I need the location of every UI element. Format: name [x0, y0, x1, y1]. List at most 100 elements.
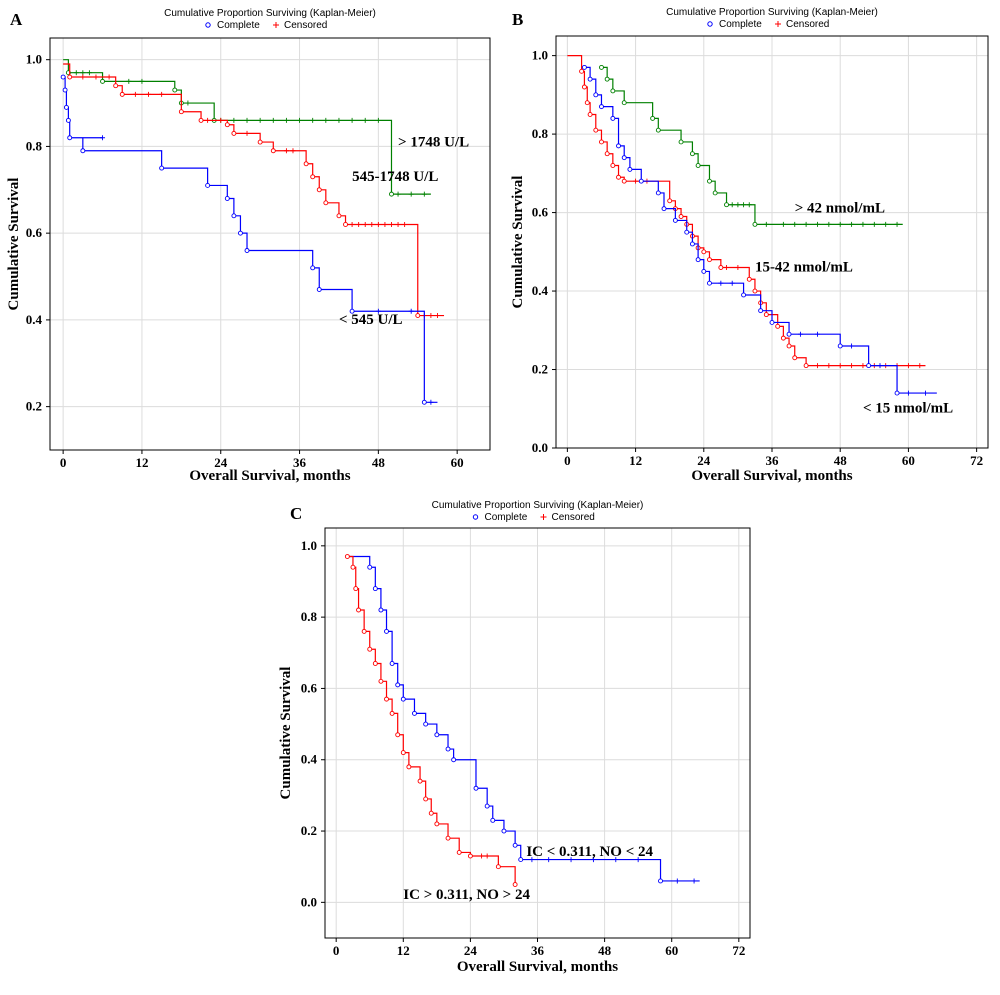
complete-point: [718, 265, 724, 270]
complete-point: [415, 313, 421, 319]
censored-point: [746, 202, 752, 208]
censored-point: [283, 148, 289, 154]
censored-point: [849, 221, 855, 227]
complete-point: [310, 265, 316, 271]
complete-point: [367, 646, 373, 652]
censored-point: [375, 117, 381, 123]
censored-point: [382, 221, 388, 227]
complete-point: [780, 335, 786, 341]
y-tick-label: 0.6: [26, 225, 43, 240]
panel-letter: C: [290, 504, 302, 523]
y-axis-label: Cumulative Survival: [510, 176, 526, 309]
complete-point: [113, 83, 119, 89]
complete-point: [724, 202, 729, 208]
complete-point: [786, 331, 792, 337]
panel-b: B Cumulative Proportion Surviving (Kaplan…: [510, 7, 989, 484]
complete-point: [490, 817, 496, 823]
censored-point: [922, 390, 928, 396]
complete-point: [316, 187, 322, 193]
series-annotation: IC > 0.311, NO > 24: [403, 887, 530, 903]
complete-point: [372, 586, 378, 592]
y-tick-label: 0.4: [26, 312, 43, 327]
y-tick-label: 1.0: [26, 52, 42, 67]
complete-point: [384, 628, 389, 634]
complete-point: [172, 87, 178, 93]
complete-point: [119, 91, 125, 97]
censored-point: [290, 148, 296, 154]
complete-point: [775, 323, 781, 329]
x-tick-label: 60: [665, 943, 678, 958]
series-annotation: 15-42 nmol/mL: [755, 259, 853, 275]
complete-point: [599, 64, 604, 70]
x-tick-label: 36: [293, 455, 307, 470]
legend-censored-label: Censored: [552, 512, 595, 523]
complete-point: [661, 206, 667, 212]
x-tick-label: 72: [732, 943, 745, 958]
x-axis-label: Overall Survival, months: [457, 959, 618, 975]
complete-point: [689, 151, 695, 157]
y-tick-label: 0.4: [301, 752, 318, 767]
complete-point: [367, 564, 373, 570]
legend: Complete Censored: [707, 19, 829, 30]
complete-point: [712, 190, 718, 196]
censored-point: [323, 117, 329, 123]
complete-point: [621, 100, 627, 106]
censored-point: [139, 78, 145, 84]
complete-point: [678, 214, 684, 219]
complete-point: [473, 785, 479, 791]
censored-point: [568, 857, 574, 863]
survival-curve: [63, 59, 431, 195]
complete-point: [616, 143, 621, 149]
complete-point: [684, 229, 690, 235]
series-2: < 15 nmol/mL: [581, 64, 953, 417]
complete-point: [894, 390, 900, 396]
x-tick-label: 24: [697, 453, 711, 468]
complete-point: [758, 308, 764, 314]
censored-point: [797, 331, 803, 337]
complete-point: [658, 878, 663, 884]
legend-censored-marker: [273, 22, 279, 28]
complete-point: [616, 174, 621, 180]
series-0: IC < 0.311, NO < 24: [347, 555, 700, 884]
complete-point: [803, 363, 809, 369]
complete-point: [412, 710, 417, 716]
complete-point: [678, 139, 684, 145]
complete-point: [400, 750, 406, 756]
censored-point: [146, 91, 152, 97]
complete-point: [372, 661, 378, 666]
censored-point: [362, 117, 368, 123]
complete-point: [593, 127, 599, 133]
censored-point: [369, 221, 375, 227]
censored-point: [428, 399, 434, 405]
complete-point: [344, 554, 350, 559]
censored-point: [297, 117, 303, 123]
censored-point: [735, 265, 741, 271]
complete-point: [356, 607, 362, 613]
censored-point: [93, 74, 99, 80]
complete-point: [323, 200, 329, 206]
panel-a: A Cumulative Proportion Surviving (Kaplan…: [6, 8, 491, 484]
complete-point: [638, 178, 644, 184]
censored-point: [402, 221, 408, 227]
y-tick-label: 0.6: [532, 205, 549, 220]
censored-point: [860, 363, 866, 369]
complete-point: [695, 163, 701, 168]
censored-point: [388, 221, 394, 227]
complete-point: [63, 104, 69, 110]
chart-title: Cumulative Proportion Surviving (Kaplan-…: [432, 500, 644, 511]
series-annotation: > 1748 U/L: [398, 134, 469, 150]
y-tick-label: 0.0: [301, 894, 317, 909]
censored-point: [479, 853, 485, 859]
y-tick-label: 0.8: [532, 126, 549, 141]
complete-point: [579, 68, 585, 74]
x-tick-label: 0: [564, 453, 571, 468]
complete-point: [655, 190, 661, 196]
censored-point: [529, 857, 535, 863]
chart-title: Cumulative Proportion Surviving (Kaplan-…: [164, 8, 376, 19]
censored-point: [244, 117, 250, 123]
complete-point: [792, 355, 798, 361]
complete-point: [395, 682, 401, 688]
legend: Complete Censored: [205, 20, 327, 31]
complete-point: [244, 248, 250, 253]
censored-point: [362, 221, 368, 227]
